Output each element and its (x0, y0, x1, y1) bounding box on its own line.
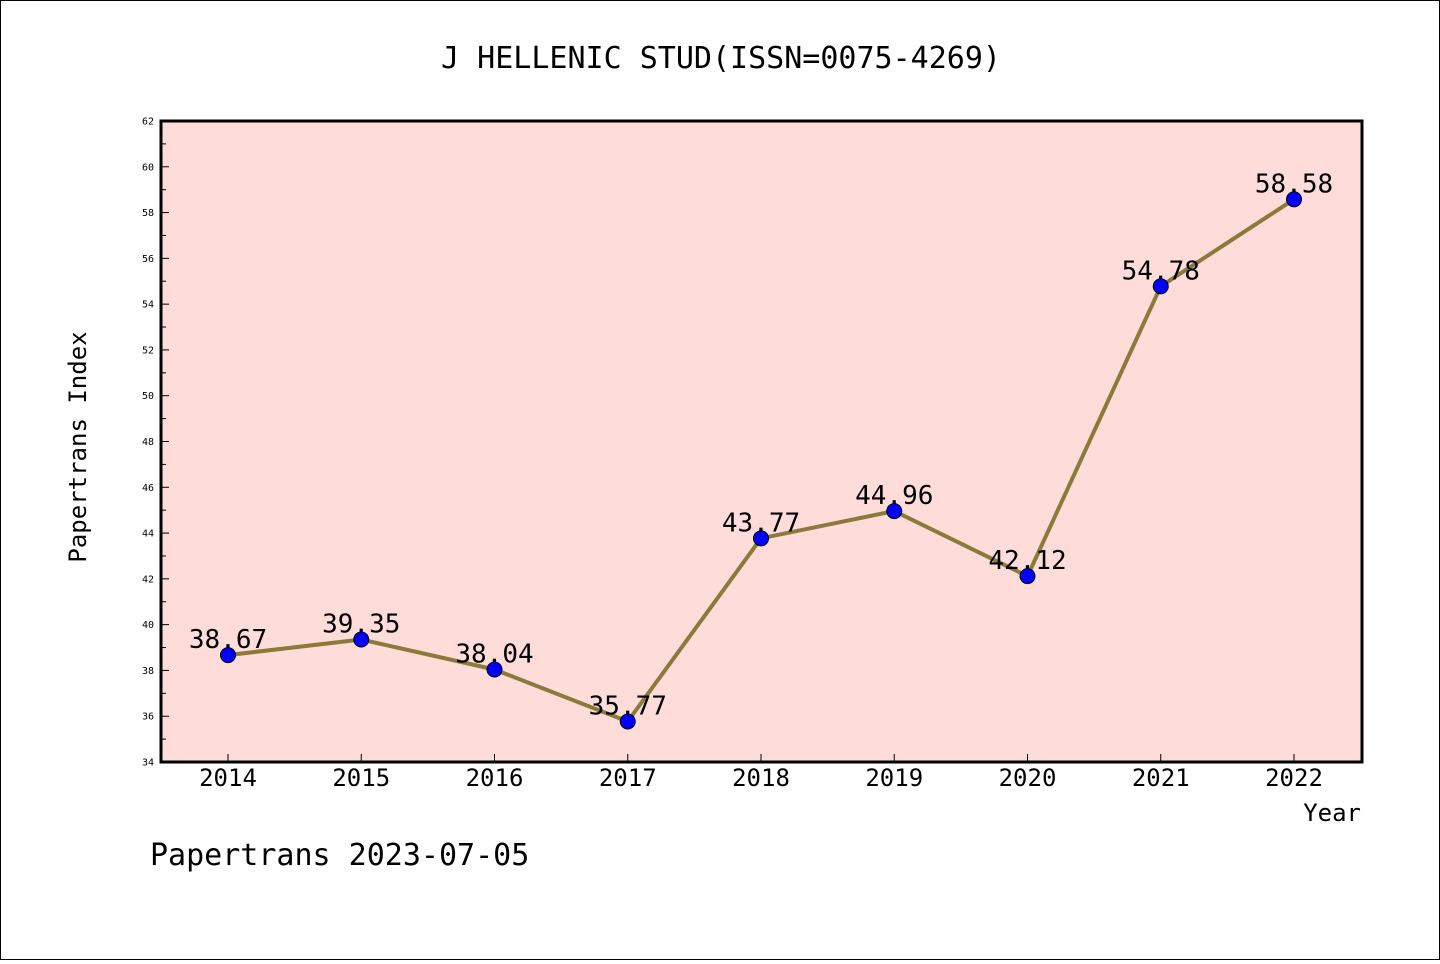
data-label: 54.78 (1122, 256, 1200, 286)
chart-title: J HELLENIC STUD(ISSN=0075-4269) (441, 41, 1001, 76)
data-point (1286, 191, 1302, 208)
x-tick-label: 2022 (1265, 764, 1323, 792)
y-tick-label: 40 (142, 620, 154, 631)
y-tick-label: 50 (142, 391, 154, 402)
y-tick-label: 54 (142, 300, 154, 311)
y-tick-label: 62 (142, 117, 154, 128)
data-point (753, 530, 769, 547)
data-point (353, 631, 370, 648)
data-label: 39.35 (322, 610, 400, 640)
data-point (220, 647, 236, 664)
x-tick-label: 2014 (199, 764, 257, 792)
y-tick-label: 34 (142, 758, 154, 769)
data-point (486, 661, 503, 678)
x-tick-label: 2016 (466, 764, 524, 792)
x-axis-ticks: 2014 2015 2016 2017 2018 2019 2020 2021 2022 (199, 754, 1323, 792)
data-label: 44.96 (855, 481, 933, 511)
y-tick-label: 56 (142, 254, 154, 265)
data-label: 42.12 (988, 546, 1066, 576)
x-tick-label: 2015 (332, 764, 390, 792)
plot-area (159, 119, 1364, 764)
y-tick-label: 52 (142, 345, 154, 356)
y-tick-label: 46 (142, 483, 154, 494)
y-tick-label: 36 (142, 712, 154, 723)
series-group: 38.67 39.35 38.04 35.77 43.77 44.96 42.12 54.78… (189, 169, 1333, 730)
x-axis-label: Year (1303, 799, 1361, 827)
y-axis-ticks: 34 36 38 40 42 44 46 48 50 52 54 56 58 60 62 (142, 117, 169, 769)
y-axis-label: Papertrans Index (64, 331, 92, 562)
y-tick-label: 60 (142, 162, 154, 173)
y-tick-label: 42 (142, 574, 154, 585)
y-tick-label: 58 (142, 208, 154, 219)
data-label: 38.04 (455, 640, 533, 670)
data-label: 58.58 (1255, 169, 1333, 199)
data-label: 35.77 (589, 691, 667, 721)
x-tick-label: 2020 (999, 764, 1057, 792)
data-point (619, 713, 636, 730)
data-point (886, 503, 903, 520)
x-tick-label: 2021 (1132, 764, 1190, 792)
data-point (1152, 278, 1169, 295)
y-tick-label: 44 (142, 529, 154, 540)
data-label: 43.77 (722, 508, 800, 538)
y-tick-label: 38 (142, 666, 154, 677)
x-tick-label: 2017 (599, 764, 657, 792)
x-tick-label: 2019 (865, 764, 923, 792)
data-point (1019, 568, 1036, 585)
footer-text: Papertrans 2023-07-05 (150, 838, 529, 873)
x-tick-label: 2018 (732, 764, 790, 792)
data-label: 38.67 (189, 625, 267, 655)
y-tick-label: 48 (142, 437, 154, 448)
